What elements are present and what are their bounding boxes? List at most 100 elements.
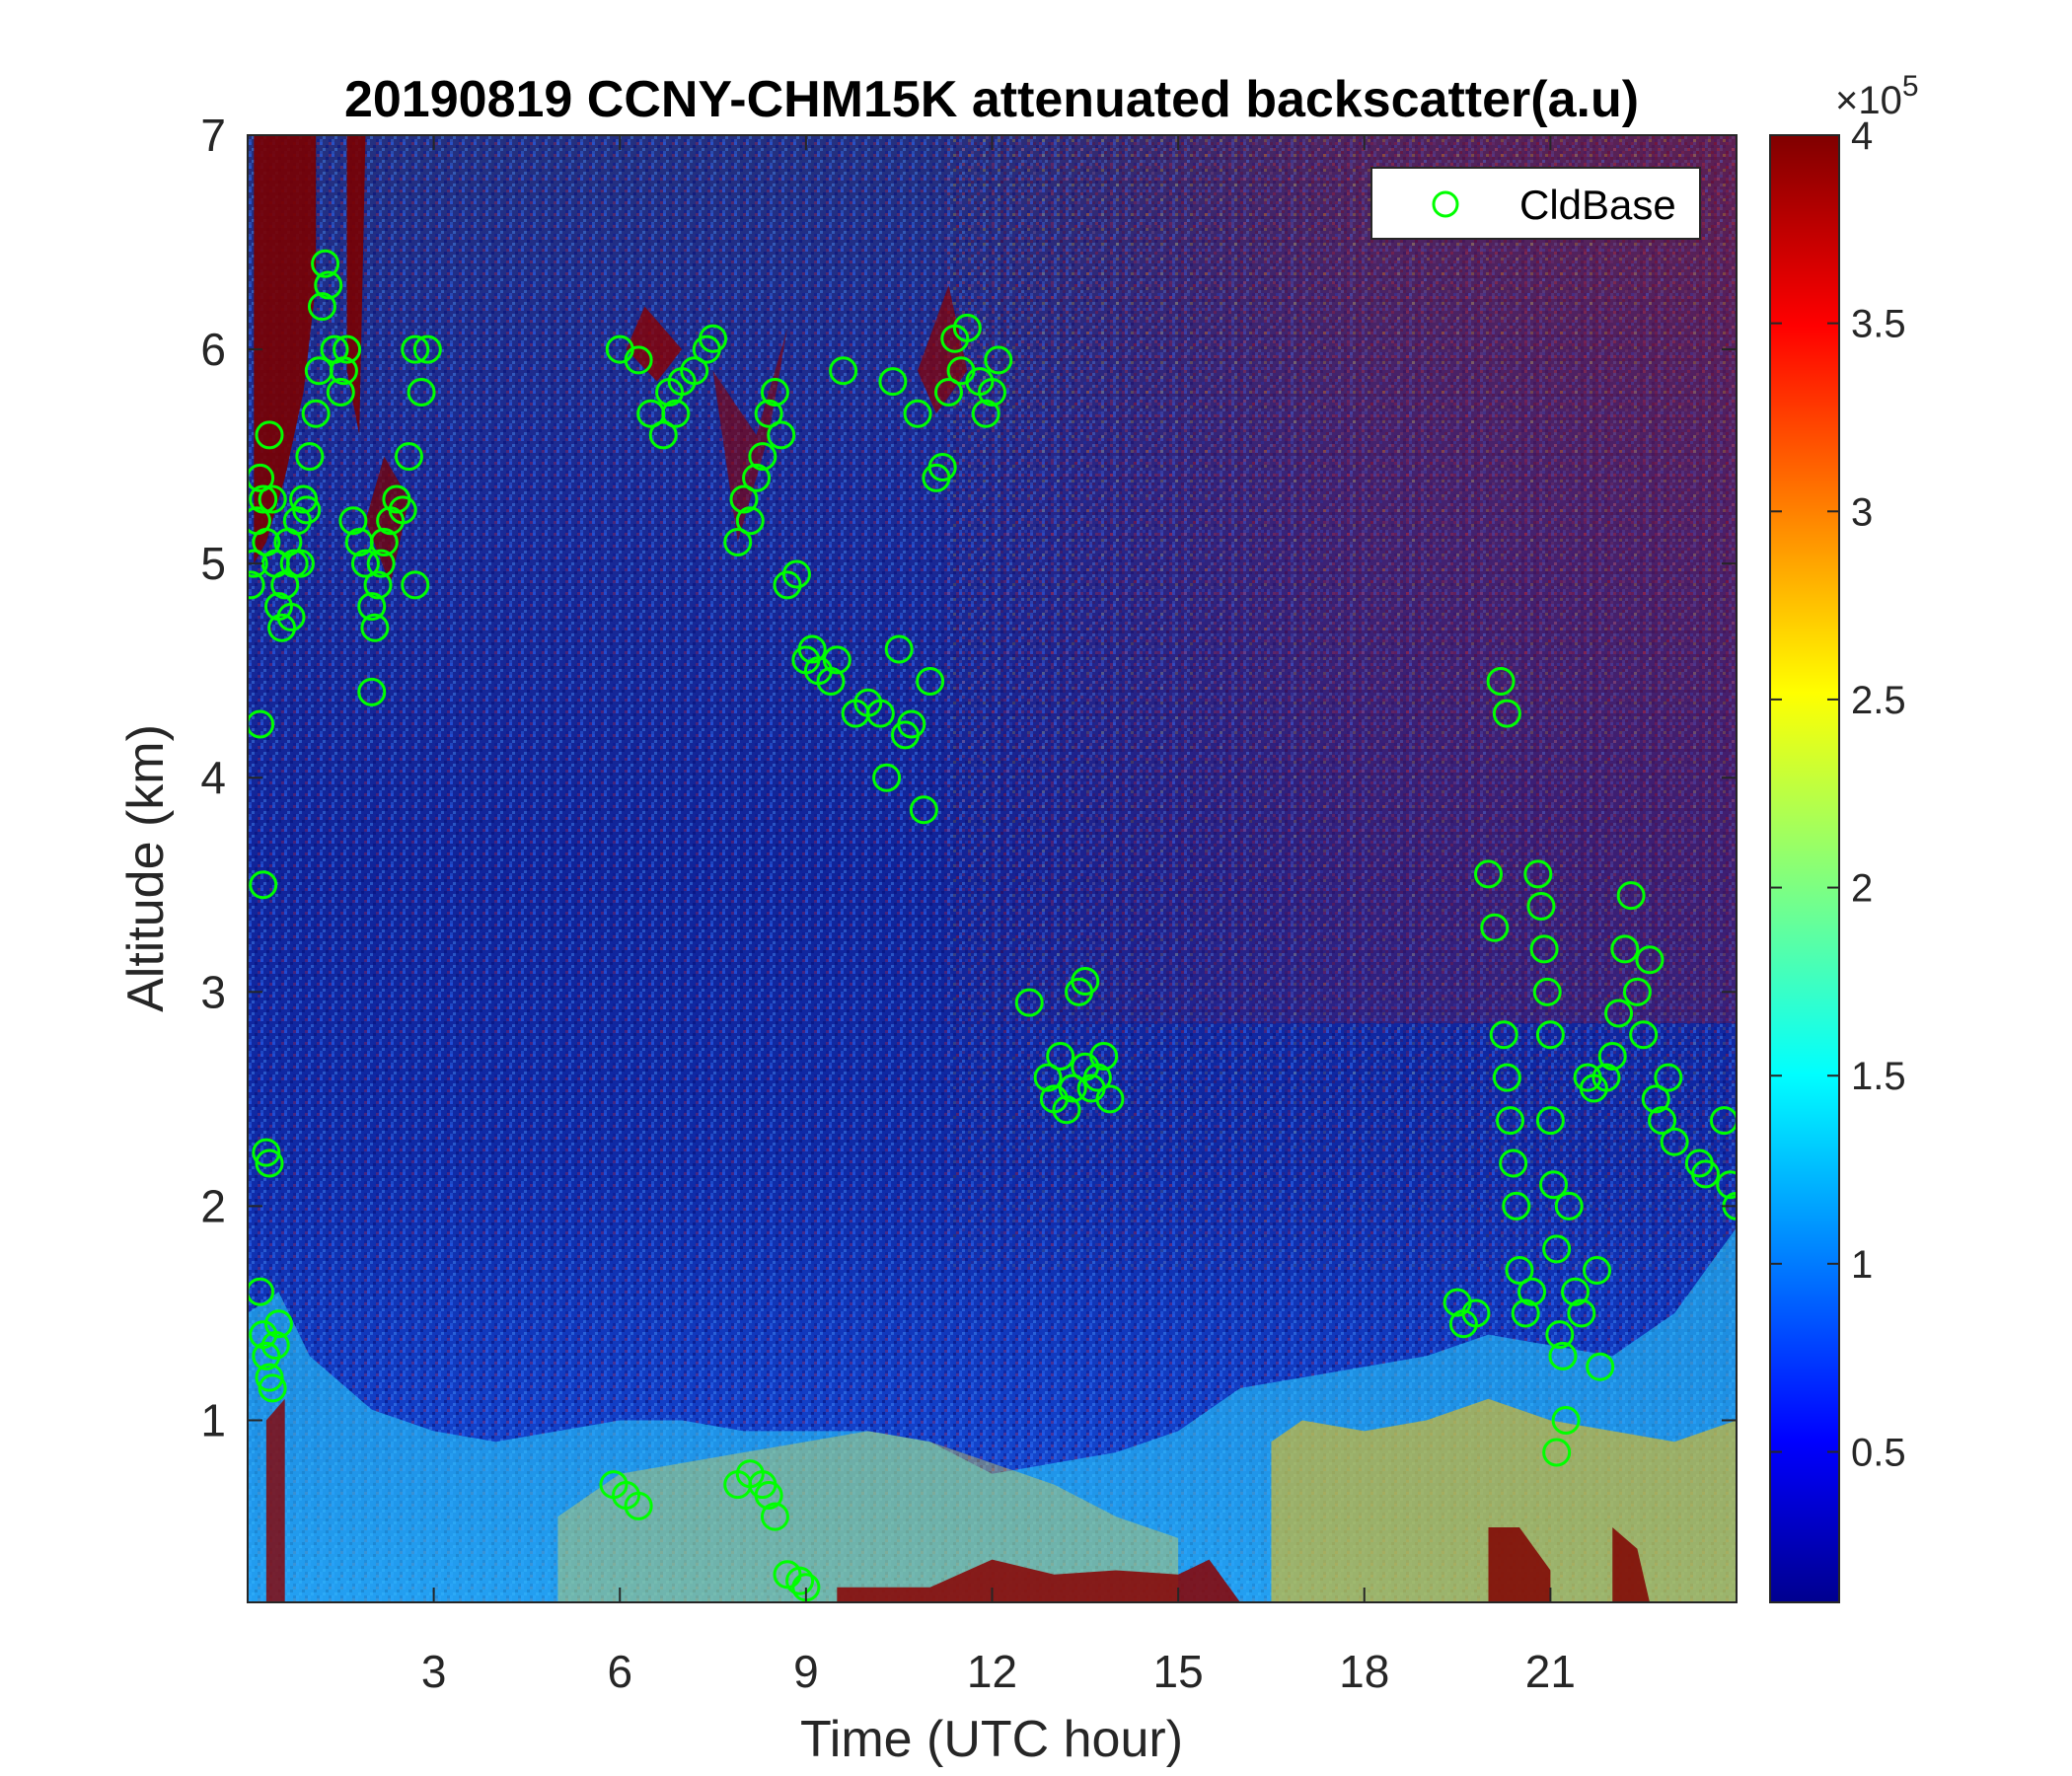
cldbase-marker: [329, 356, 358, 386]
cldbase-marker: [1492, 699, 1521, 728]
cldbase-marker: [785, 1566, 815, 1595]
cldbase-marker: [350, 549, 380, 578]
x-axis-label: Time (UTC hour): [800, 1711, 1183, 1768]
cldbase-marker: [249, 870, 278, 900]
cldbase-marker: [816, 667, 846, 697]
cldbase-marker: [1496, 1106, 1525, 1136]
cldbase-marker: [1597, 1041, 1627, 1071]
y-axis-label: Altitude (km): [117, 724, 175, 1012]
cldbase-marker: [248, 1277, 275, 1306]
cldbase-marker: [412, 334, 442, 364]
cldbase-marker: [1567, 1298, 1596, 1328]
cldbase-marker: [1583, 1256, 1612, 1286]
cldbase-marker: [1523, 859, 1553, 889]
cldbase-marker: [1709, 1106, 1737, 1136]
cldbase-marker: [797, 634, 827, 664]
y-tick-label: 2: [200, 1180, 226, 1231]
cldbase-marker: [754, 1480, 783, 1510]
cldbase-marker: [1629, 1020, 1659, 1050]
y-tick-label: 5: [200, 538, 226, 589]
precip-streak: [265, 1398, 285, 1602]
colorbar: 0.5 1 1.5 2 2.5 3 3.5 4 ×105: [1769, 70, 1919, 1603]
cldbase-marker: [916, 667, 945, 697]
x-tick-label: 18: [1339, 1646, 1389, 1697]
cldbase-marker: [872, 763, 902, 792]
cldbase-marker: [388, 495, 417, 525]
cldbase-marker: [249, 484, 278, 514]
cldbase-marker: [1058, 1073, 1087, 1103]
cldbase-marker: [401, 570, 430, 600]
cldbase-marker: [1691, 1159, 1721, 1189]
surface-red-patch-1: [1488, 1527, 1551, 1602]
cldbase-marker: [773, 570, 802, 600]
cldbase-marker: [357, 592, 387, 622]
legend-marker-icon: [1432, 190, 1459, 218]
cldbase-marker: [1089, 1041, 1119, 1071]
y-tick-label: 3: [200, 966, 226, 1017]
cldbase-marker: [333, 334, 362, 364]
cldbase-marker: [829, 356, 858, 386]
backscatter-features: [248, 135, 1737, 1602]
legend-box: [1370, 167, 1701, 240]
plot-area: [248, 135, 1737, 1602]
cirrus-red-3: [365, 456, 409, 585]
colorbar-tick-label: 4: [1851, 114, 1873, 158]
cldbase-marker: [767, 420, 796, 450]
colorbar-tick-label: 2: [1851, 867, 1873, 911]
cldbase-marker: [1033, 1063, 1063, 1092]
cldbase-marker: [1511, 1298, 1540, 1328]
cldbase-marker: [1502, 1191, 1531, 1221]
cldbase-marker: [1539, 1170, 1569, 1200]
colorbar-tick-label: 3.5: [1851, 303, 1906, 346]
cirrus-red-1: [254, 135, 317, 564]
cldbase-marker: [1542, 1438, 1572, 1467]
cldbase-marker: [735, 506, 765, 536]
y-axis: 1 2 3 4 5 6 7: [200, 110, 1737, 1445]
cldbase-marker: [1635, 945, 1665, 975]
colorbar-gradient: [1769, 134, 1840, 1603]
cldbase-marker: [680, 356, 709, 386]
colorbar-exponent-base: ×10: [1835, 79, 1902, 122]
cldbase-marker: [282, 506, 312, 536]
cldbase-marker: [248, 709, 275, 739]
colorbar-tick-label: 2.5: [1851, 679, 1906, 722]
cldbase-marker: [1545, 1320, 1575, 1350]
colorbar-tick-label: 0.5: [1851, 1431, 1906, 1474]
y-tick-label: 6: [200, 324, 226, 375]
cldbase-marker: [1529, 934, 1559, 964]
cldbase-marker: [1461, 1298, 1491, 1328]
cldbase-marker: [338, 506, 368, 536]
cldbase-marker: [927, 452, 957, 481]
cldbase-marker: [1052, 1095, 1081, 1125]
cldbase-marker: [742, 463, 772, 492]
cldbase-marker: [1014, 988, 1044, 1017]
legend: CldBase: [1370, 167, 1701, 240]
chart-title: 20190819 CCNY-CHM15K attenuated backscat…: [344, 71, 1639, 128]
cldbase-marker: [729, 484, 759, 514]
cldbase-marker: [285, 549, 315, 578]
colorbar-exponent: ×105: [1835, 70, 1919, 122]
cldbase-marker: [363, 570, 393, 600]
cldbase-marker: [822, 645, 851, 675]
colorbar-tick-label: 1: [1851, 1243, 1873, 1287]
cldbase-marker: [1046, 1041, 1075, 1071]
cldbase-marker: [754, 399, 783, 428]
cldbase-marker: [909, 795, 938, 825]
cldbase-marker: [369, 527, 399, 556]
cldbase-marker: [1610, 934, 1640, 964]
cldbase-marker: [760, 377, 789, 407]
colorbar-tick-label: 1.5: [1851, 1055, 1906, 1098]
cldbase-marker: [748, 442, 777, 472]
cldbase-marker: [276, 602, 306, 631]
cldbase-marker: [1499, 1148, 1528, 1178]
cldbase-marker: [311, 249, 340, 278]
cldbase-marker: [781, 559, 811, 589]
colorbar-tick-label: 3: [1851, 490, 1873, 534]
cldbase-marker: [252, 1138, 281, 1167]
cldbase-marker: [248, 463, 275, 492]
cldbase-marker: [1535, 1020, 1565, 1050]
boundary-layer-yellow: [557, 1431, 1179, 1602]
cldbase-marker: [301, 399, 331, 428]
cldbase-marker: [292, 495, 322, 525]
cldbase-marker: [407, 377, 436, 407]
